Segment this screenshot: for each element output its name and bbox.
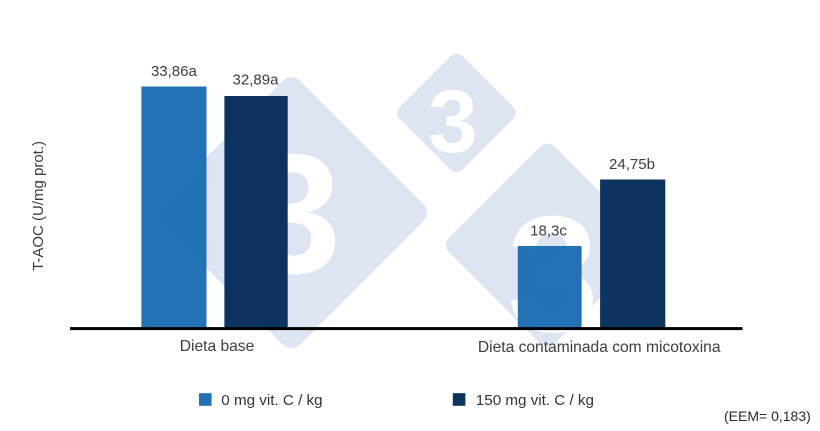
svg-text:T-AOC (U/mg prot.): T-AOC (U/mg prot.) bbox=[30, 141, 47, 271]
svg-text:Dieta base: Dieta base bbox=[180, 338, 255, 355]
svg-text:33,86a: 33,86a bbox=[151, 63, 198, 80]
svg-text:24,75b: 24,75b bbox=[609, 156, 655, 173]
svg-text:150 mg vit. C / kg: 150 mg vit. C / kg bbox=[476, 392, 594, 409]
svg-text:32,89a: 32,89a bbox=[233, 72, 280, 89]
svg-text:(EEM= 0,183): (EEM= 0,183) bbox=[724, 408, 811, 424]
svg-text:0 mg vit. C / kg: 0 mg vit. C / kg bbox=[221, 392, 322, 409]
svg-text:18,3c: 18,3c bbox=[530, 223, 567, 240]
svg-text:Dieta contaminada com micotoxi: Dieta contaminada com micotoxina bbox=[478, 339, 721, 356]
svg-text:3: 3 bbox=[428, 71, 478, 171]
